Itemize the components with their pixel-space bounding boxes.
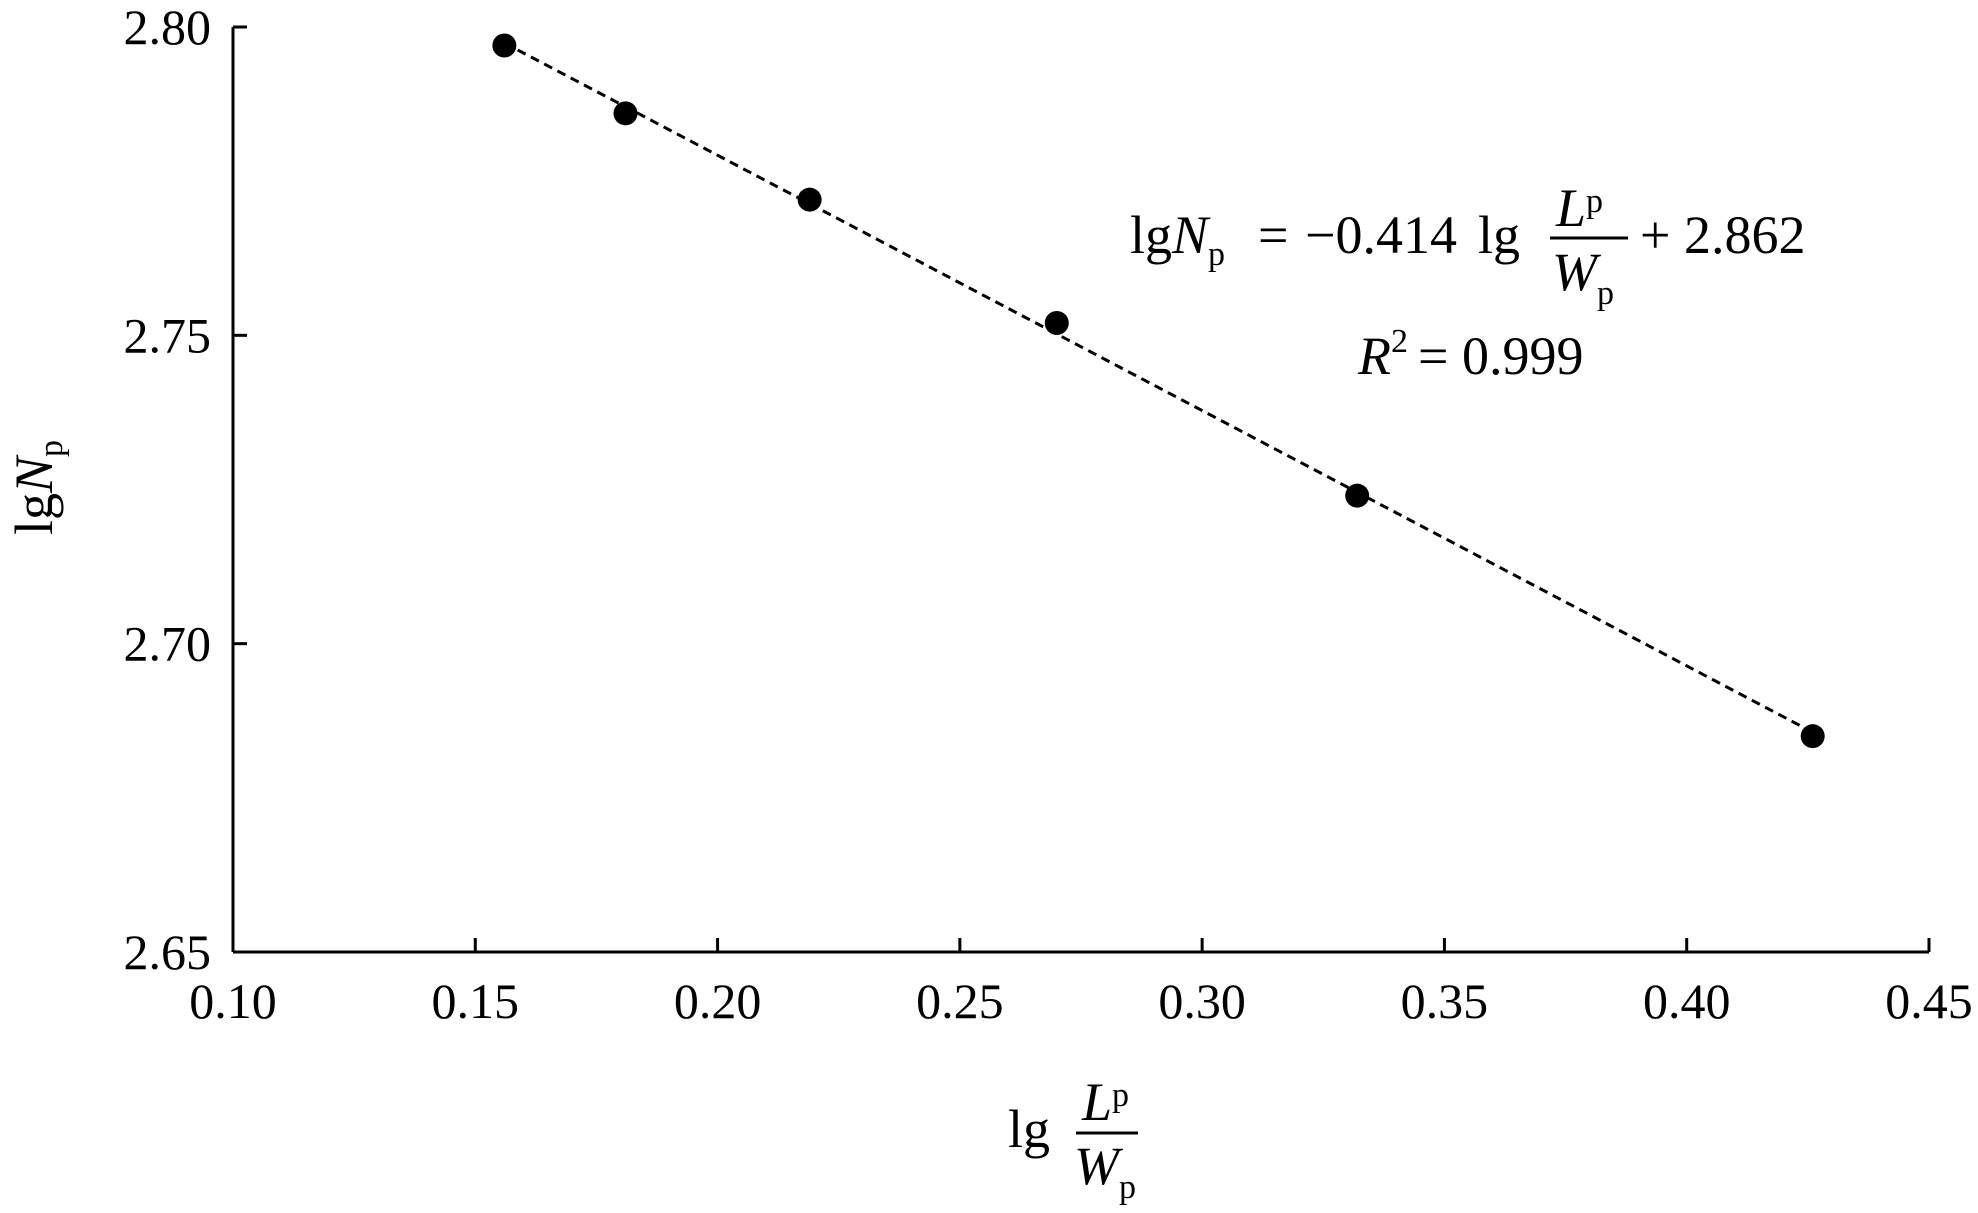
- equation-frac-num-main: L: [1555, 178, 1586, 238]
- x-axis-label-denominator: Wp: [1074, 1136, 1136, 1206]
- x-axis-label-den-main: W: [1074, 1136, 1124, 1196]
- equation-lhs-prefix: lg: [1130, 205, 1172, 265]
- equation-annotation: lgNp = −0.414 lg Lp Wp + 2.862: [1130, 178, 1805, 312]
- fit-line: [503, 41, 1814, 734]
- r2-symbol: R: [1357, 326, 1391, 386]
- data-point: [797, 187, 822, 212]
- x-tick-label: 0.10: [189, 973, 277, 1029]
- data-point: [1044, 311, 1069, 335]
- x-tick-label: 0.35: [1401, 973, 1489, 1029]
- data-points: [492, 33, 1825, 749]
- axes: [231, 27, 1929, 954]
- equation-equals: =: [1258, 205, 1288, 265]
- x-axis-label: lg Lp Wp: [1008, 1072, 1138, 1206]
- r2-sup: 2: [1391, 323, 1408, 360]
- x-axis-ticks: 0.10 0.15 0.20 0.25 0.30 0.35 0.40 0.45: [189, 938, 1973, 1029]
- equation-frac-num-sub: p: [1586, 183, 1603, 220]
- r2-rest: = 0.999: [1418, 326, 1583, 386]
- x-tick-label: 0.45: [1885, 973, 1973, 1029]
- y-axis-label-sub: p: [33, 440, 70, 457]
- equation-lhs-sub: p: [1208, 236, 1225, 273]
- x-axis-label-numerator: Lp: [1081, 1072, 1129, 1132]
- r2-text: R2 = 0.999: [1357, 323, 1583, 386]
- x-tick-label: 0.25: [916, 973, 1004, 1029]
- x-axis-label-num-main: L: [1081, 1072, 1112, 1132]
- equation-fn: lg: [1478, 205, 1520, 265]
- x-tick-label: 0.40: [1643, 973, 1731, 1029]
- x-tick-label: 0.20: [674, 973, 762, 1029]
- x-tick-label: 0.30: [1158, 973, 1246, 1029]
- equation-lhs-main: N: [1171, 205, 1211, 265]
- y-tick-label: 2.65: [124, 924, 212, 980]
- y-tick-label: 2.80: [124, 0, 212, 55]
- equation-tail: + 2.862: [1640, 205, 1805, 265]
- equation-frac-denominator: Wp: [1552, 242, 1614, 312]
- x-tick-label: 0.15: [432, 973, 520, 1029]
- x-axis-label-prefix: lg: [1008, 1099, 1050, 1159]
- y-tick-label: 2.75: [124, 307, 212, 363]
- equation-coef: −0.414: [1305, 205, 1457, 265]
- y-axis-ticks: 2.65 2.70 2.75 2.80: [124, 0, 247, 980]
- equation-lhs: lgNp: [1130, 205, 1225, 273]
- r2-annotation: R2 = 0.999: [1357, 323, 1583, 386]
- y-tick-label: 2.70: [124, 616, 212, 672]
- data-point: [1345, 483, 1370, 508]
- equation-frac-den-sub: p: [1597, 275, 1614, 312]
- x-axis-label-den-sub: p: [1119, 1169, 1136, 1206]
- data-point: [1800, 724, 1825, 749]
- y-axis-label: lgNp: [4, 440, 70, 535]
- x-axis-label-num-sub: p: [1112, 1077, 1129, 1114]
- y-axis-label-prefix: lg: [4, 493, 64, 535]
- y-axis-label-main: N: [4, 454, 64, 494]
- data-point: [492, 33, 517, 58]
- equation-frac-numerator: Lp: [1555, 178, 1603, 238]
- equation-frac-den-main: W: [1552, 242, 1602, 302]
- data-point: [613, 101, 638, 126]
